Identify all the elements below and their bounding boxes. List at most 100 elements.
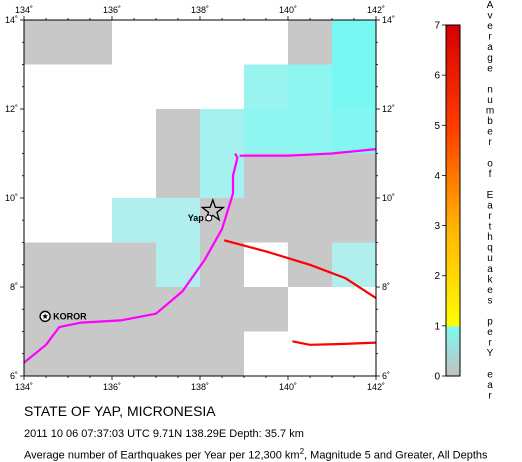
colorbar-segment: [446, 315, 460, 319]
colorbar-segment: [446, 350, 460, 355]
lat-tick-label-left: 6˚: [10, 371, 18, 381]
colorbar-segment: [446, 105, 460, 109]
colorbar-segment: [446, 110, 460, 114]
grid-cell: [244, 64, 288, 109]
grid-cell: [200, 287, 244, 332]
colorbar-title-letter: g: [487, 53, 493, 64]
colorbar-segment: [446, 142, 460, 146]
colorbar-segment: [446, 95, 460, 99]
colorbar-segment: [446, 177, 460, 182]
colorbar-segment: [446, 320, 460, 324]
lon-tick-label-top: 136˚: [103, 5, 121, 15]
colorbar-segment: [446, 213, 460, 217]
colorbar-segment: [446, 122, 460, 126]
colorbar-segment: [446, 335, 460, 339]
colorbar-segment: [446, 77, 460, 81]
colorbar-segment: [446, 167, 460, 172]
colorbar-segment: [446, 65, 460, 69]
colorbar-segment: [446, 340, 460, 345]
colorbar-title-letter: a: [487, 264, 493, 275]
colorbar-segment: [446, 208, 460, 212]
colorbar-title-letter: e: [487, 285, 493, 296]
lon-tick-label-top: 142˚: [367, 5, 385, 15]
colorbar-segment: [446, 283, 460, 287]
colorbar-segment: [446, 313, 460, 317]
colorbar-segment: [446, 318, 460, 322]
colorbar-segment: [446, 185, 460, 189]
colorbar-segment: [446, 42, 460, 46]
colorbar-segment: [446, 47, 460, 51]
colorbar-segment: [446, 220, 460, 224]
colorbar-segment: [446, 187, 460, 192]
colorbar-segment: [446, 368, 460, 372]
plate-boundary-line: [223, 239, 376, 300]
colorbar-segment: [446, 290, 460, 294]
grid-cell: [112, 198, 156, 243]
colorbar-title-letter: o: [487, 158, 493, 169]
colorbar-segment: [446, 365, 460, 370]
colorbar-title-letter: E: [487, 190, 494, 201]
colorbar-segment: [446, 265, 460, 269]
grid-cell: [332, 20, 376, 65]
yap-town-marker: [205, 214, 213, 222]
colorbar-title-letter: p: [487, 317, 493, 328]
lat-tick-label-left: 14˚: [5, 15, 18, 25]
colorbar-segment: [446, 348, 460, 352]
colorbar-segment: [446, 243, 460, 247]
colorbar-segment: [446, 160, 460, 164]
grid-cell: [244, 153, 288, 198]
colorbar-title-letter: k: [488, 274, 494, 285]
colorbar-segment: [446, 250, 460, 254]
colorbar-title-letter: h: [487, 232, 493, 243]
colorbar-segment: [446, 57, 460, 61]
colorbar-segment: [446, 140, 460, 144]
grid-cell: [156, 198, 200, 243]
colorbar-segment: [446, 288, 460, 292]
colorbar-segment: [446, 300, 460, 304]
colorbar-segment: [446, 275, 460, 279]
colorbar-segment: [446, 205, 460, 209]
colorbar-segment: [446, 358, 460, 362]
colorbar-segment: [446, 240, 460, 244]
colorbar-segment: [446, 67, 460, 71]
colorbar-segment: [446, 147, 460, 151]
lat-tick-label-right: 8˚: [382, 282, 390, 292]
colorbar-segment: [446, 135, 460, 139]
plate-boundary-line: [239, 148, 376, 157]
colorbar-gradient: [445, 24, 461, 377]
colorbar-segment: [446, 308, 460, 312]
colorbar-title-letter: n: [487, 84, 493, 95]
colorbar-segment: [446, 165, 460, 169]
colorbar-segment: [446, 228, 460, 232]
colorbar-segment: [446, 248, 460, 252]
colorbar-segment: [446, 278, 460, 282]
colorbar-title-letter: e: [487, 21, 493, 32]
grid-cell: [200, 242, 244, 287]
colorbar-segment: [446, 75, 460, 79]
colorbar-title-letter: a: [487, 380, 493, 391]
colorbar-segment: [446, 152, 460, 156]
colorbar-frame: [445, 24, 461, 377]
grid-cell: [156, 153, 200, 198]
colorbar-segment: [446, 305, 460, 309]
colorbar-title-letter: u: [487, 253, 493, 264]
colorbar-title-letter: e: [487, 127, 493, 138]
lon-tick-label-bottom: 134˚: [15, 382, 33, 392]
colorbar-segment: [446, 117, 460, 121]
colorbar-segment: [446, 170, 460, 174]
plate-boundary-line: [292, 340, 376, 346]
colorbar-segment: [446, 260, 460, 264]
colorbar-segment: [446, 87, 460, 91]
colorbar-segment: [446, 192, 460, 197]
colorbar-segment: [446, 32, 460, 36]
colorbar-title-letter: q: [487, 243, 493, 254]
map-title: STATE OF YAP, MICRONESIA: [24, 403, 216, 419]
colorbar-tick-label: 0: [434, 372, 440, 383]
colorbar-title-letter: r: [488, 32, 492, 43]
colorbar-segment: [446, 225, 460, 229]
colorbar-segment: [446, 200, 460, 204]
colorbar-segment: [446, 50, 460, 54]
colorbar-segment: [446, 215, 460, 219]
grid-cell: [288, 109, 332, 154]
